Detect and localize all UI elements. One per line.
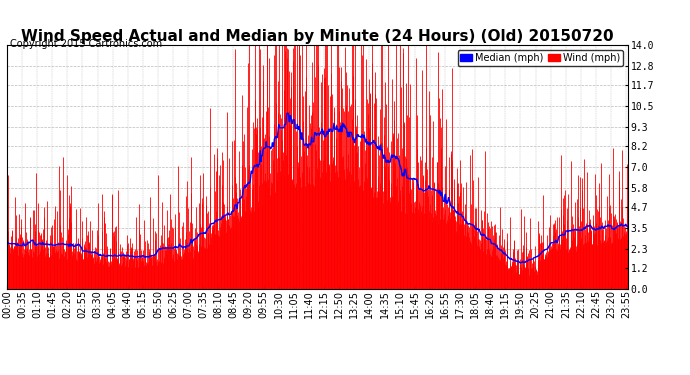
Text: Copyright 2015 Cartronics.com: Copyright 2015 Cartronics.com	[10, 39, 162, 50]
Title: Wind Speed Actual and Median by Minute (24 Hours) (Old) 20150720: Wind Speed Actual and Median by Minute (…	[21, 29, 613, 44]
Legend: Median (mph), Wind (mph): Median (mph), Wind (mph)	[457, 50, 623, 66]
